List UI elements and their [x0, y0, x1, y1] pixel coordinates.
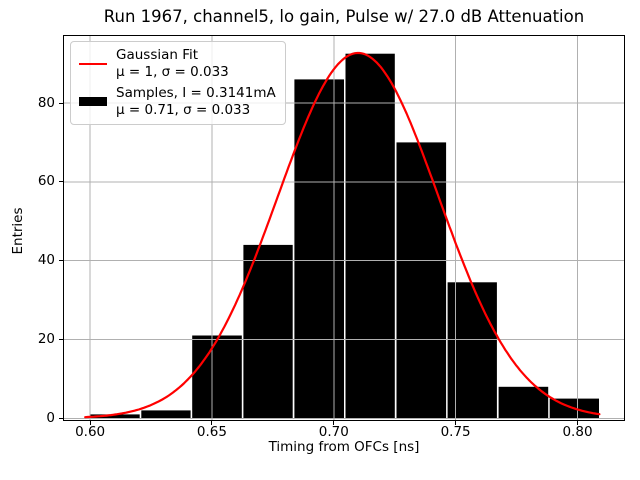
legend-sublabel-gaussian-fit: μ = 1, σ = 0.033 [116, 63, 229, 80]
legend-label-gaussian-fit: Gaussian Fit [116, 47, 199, 63]
y-tick-label: 80 [37, 94, 55, 111]
legend-labels: Gaussian Fit μ = 1, σ = 0.033 [116, 47, 229, 80]
gaussian-curve [84, 51, 601, 419]
y-tick-mark [59, 260, 63, 262]
x-tick-label: 0.65 [196, 424, 227, 440]
histogram-bar [345, 53, 395, 419]
x-tick-label: 0.70 [318, 424, 349, 440]
x-tick-mark [211, 421, 213, 425]
x-tick-label: 0.60 [75, 424, 106, 440]
histogram-bar [90, 414, 140, 419]
y-tick-label: 60 [37, 173, 55, 190]
legend-label-samples: Samples, I = 0.3141mA [116, 85, 276, 101]
x-axis-label: Timing from OFCs [ns] [268, 439, 420, 455]
y-tick-label: 40 [37, 252, 55, 269]
legend: Gaussian Fit μ = 1, σ = 0.033 Samples, I… [70, 41, 286, 125]
legend-sublabel-samples: μ = 0.71, σ = 0.033 [116, 101, 251, 118]
legend-item-samples: Samples, I = 0.3141mA μ = 0.71, σ = 0.03… [79, 85, 276, 118]
histogram-bar [294, 79, 344, 419]
y-tick-label: 20 [37, 331, 55, 347]
x-tick-label: 0.80 [562, 424, 593, 440]
legend-labels: Samples, I = 0.3141mA μ = 0.71, σ = 0.03… [116, 85, 276, 118]
histogram-bar [243, 244, 293, 419]
plot-svg [64, 36, 624, 420]
y-tick-mark [59, 417, 63, 419]
legend-swatch-column [79, 62, 107, 65]
gaussian-fit-line-swatch [79, 62, 107, 65]
y-tick-mark [59, 181, 63, 183]
x-tick-mark [333, 421, 335, 425]
y-tick-label: 0 [46, 409, 55, 426]
samples-patch-swatch [79, 97, 107, 106]
plot-title: Run 1967, channel5, lo gain, Pulse w/ 27… [103, 7, 585, 26]
y-axis-label: Entries [10, 207, 26, 255]
x-tick-mark [455, 421, 457, 425]
x-tick-mark [89, 421, 91, 425]
histogram-bar [192, 335, 242, 419]
legend-item-gaussian-fit: Gaussian Fit μ = 1, σ = 0.033 [79, 47, 276, 80]
histogram-bar [498, 386, 549, 419]
x-tick-label: 0.75 [440, 424, 471, 440]
histogram-bar [447, 282, 497, 419]
plot-area: Gaussian Fit μ = 1, σ = 0.033 Samples, I… [63, 35, 625, 421]
histogram-bar [396, 142, 447, 419]
legend-swatch-column [79, 97, 107, 106]
histogram-bar [141, 410, 191, 419]
x-tick-mark [577, 421, 578, 425]
y-tick-mark [59, 102, 63, 104]
y-tick-mark [59, 339, 63, 340]
